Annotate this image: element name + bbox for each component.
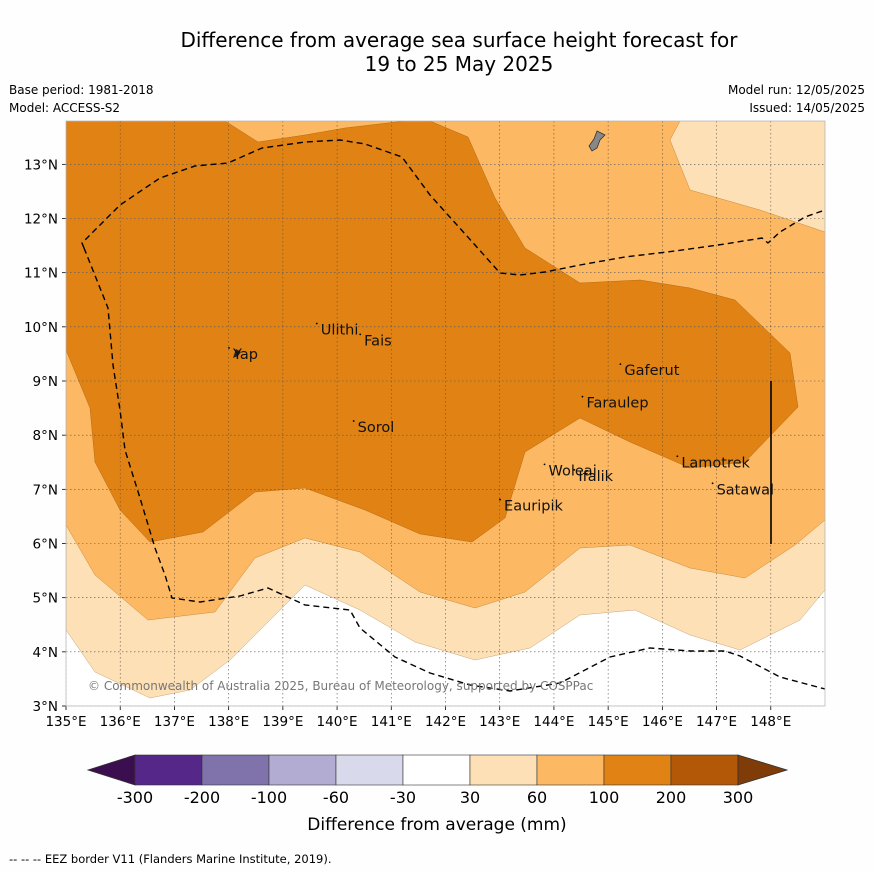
colorbar-segment <box>268 754 337 786</box>
tick-label-lat: 3°N <box>33 699 58 715</box>
model-run: Model run: 12/05/2025 <box>727 83 865 97</box>
colorbar-label: Difference from average (mm) <box>307 815 566 835</box>
place-label-ifalik: Ifalik <box>578 469 613 485</box>
place-marker-woleai <box>543 463 546 466</box>
colorbar-tick-label: 60 <box>527 788 547 807</box>
colorbar-segment <box>603 754 672 786</box>
colorbar-tick-label: -200 <box>184 788 220 807</box>
tick-label-lon: 138°E <box>208 714 249 730</box>
place-label-satawal: Satawal <box>717 482 774 498</box>
place-label-fais: Fais <box>364 333 391 349</box>
place-marker-sorol <box>352 420 355 422</box>
place-label-gaferut: Gaferut <box>624 363 679 379</box>
place-label-sorol: Sorol <box>358 420 395 436</box>
colorbar: -300 -200 -100 -60 -30 30 60 100 200 300 <box>86 754 789 807</box>
tick-label-lat: 10°N <box>24 320 58 336</box>
colorbar-extend-low <box>86 754 136 786</box>
model-name: Model: ACCESS-S2 <box>9 101 121 115</box>
place-marker-satawal <box>711 482 714 485</box>
tick-label-lon: 145°E <box>588 714 629 730</box>
place-marker-ifalik <box>573 468 576 471</box>
eez-border-fsm-west <box>83 247 825 692</box>
place-marker-ulithi <box>315 322 318 325</box>
colorbar-segment <box>402 754 471 786</box>
guam-landmass <box>588 130 606 152</box>
map-title: Difference from average sea surface heig… <box>0 28 873 76</box>
place-label-yap: Yap <box>232 347 258 363</box>
eez-border-fsm-north <box>81 139 825 276</box>
tick-label-lat: 6°N <box>33 537 58 553</box>
meta-left: Base period: 1981-2018 Model: ACCESS-S2 <box>9 81 154 117</box>
eez-footnote: -- -- -- EEZ border V11 (Flanders Marine… <box>9 852 332 866</box>
copyright-notice: © Commonwealth of Australia 2025, Bureau… <box>88 679 593 693</box>
colorbar-tick-label: -300 <box>117 788 153 807</box>
colorbar-extend-high <box>737 754 789 786</box>
place-label-eauripik: Eauripik <box>504 499 563 515</box>
colorbar-segment <box>469 754 538 786</box>
place-marker-lamotrek <box>676 455 679 458</box>
tick-label-lon: 135°E <box>45 714 86 730</box>
colorbar-segment <box>134 754 203 786</box>
place-label-faraulep: Faraulep <box>586 396 648 412</box>
colorbar-segment <box>536 754 605 786</box>
place-label-woleai: Woleai <box>549 463 597 479</box>
tick-label-lon: 146°E <box>642 714 683 730</box>
tick-label-lat: 5°N <box>33 591 58 607</box>
colorbar-tick-label: 300 <box>723 788 754 807</box>
tick-label-lon: 139°E <box>262 714 303 730</box>
meta-right: Model run: 12/05/2025 Issued: 14/05/2025 <box>728 81 865 117</box>
yap-landmass <box>233 349 241 358</box>
tick-label-lat: 8°N <box>33 428 58 444</box>
colorbar-tick-label: -30 <box>390 788 416 807</box>
title-line-1: Difference from average sea surface heig… <box>180 28 738 52</box>
tick-label-lon: 140°E <box>317 714 358 730</box>
place-labels: Yap Ulithi Fais Gaferut Faraulep Sorol WoleaiI… <box>228 323 774 515</box>
map-frame <box>65 120 826 707</box>
place-marker-yap <box>228 347 230 349</box>
tick-label-lon: 147°E <box>696 714 737 730</box>
colorbar-tick-label: 30 <box>460 788 480 807</box>
tick-label-lon: 148°E <box>750 714 791 730</box>
tick-label-lat: 7°N <box>33 482 58 498</box>
band-100-200 <box>66 121 799 543</box>
colorbar-tick-label: 200 <box>656 788 687 807</box>
tick-label-lon: 142°E <box>425 714 466 730</box>
place-marker-fais <box>359 333 362 336</box>
colorbar-tick-label: -60 <box>323 788 349 807</box>
issued-date: Issued: 14/05/2025 <box>749 101 865 115</box>
place-label-lamotrek: Lamotrek <box>681 455 750 471</box>
colorbar-tick-label: 100 <box>589 788 620 807</box>
title-line-2: 19 to 25 May 2025 <box>364 52 554 76</box>
map-axes: 135°E 136°E 137°E 138°E 139°E 140°E 141°E 142°E… <box>24 157 791 730</box>
place-marker-faraulep <box>581 395 584 398</box>
base-period: Base period: 1981-2018 <box>9 83 154 97</box>
eez-borders <box>81 139 825 692</box>
tick-label-lon: 141°E <box>371 714 412 730</box>
place-marker-eauripik <box>499 498 501 501</box>
tick-label-lon: 144°E <box>533 714 574 730</box>
place-label-ulithi: Ulithi <box>321 323 359 339</box>
colorbar-segment <box>335 754 404 786</box>
colorbar-tick-label: -100 <box>251 788 287 807</box>
tick-label-lat: 12°N <box>24 212 58 228</box>
graticule <box>66 121 825 706</box>
tick-label-lat: 4°N <box>33 645 58 661</box>
tick-label-lon: 136°E <box>100 714 141 730</box>
tick-label-lat: 9°N <box>33 374 58 390</box>
tick-label-lat: 13°N <box>24 157 58 173</box>
tick-label-lon: 143°E <box>479 714 520 730</box>
tick-label-lat: 11°N <box>24 266 58 282</box>
tick-label-lon: 137°E <box>154 714 195 730</box>
place-marker-gaferut <box>619 363 622 366</box>
colorbar-segment <box>201 754 270 786</box>
colorbar-segment <box>670 754 739 786</box>
